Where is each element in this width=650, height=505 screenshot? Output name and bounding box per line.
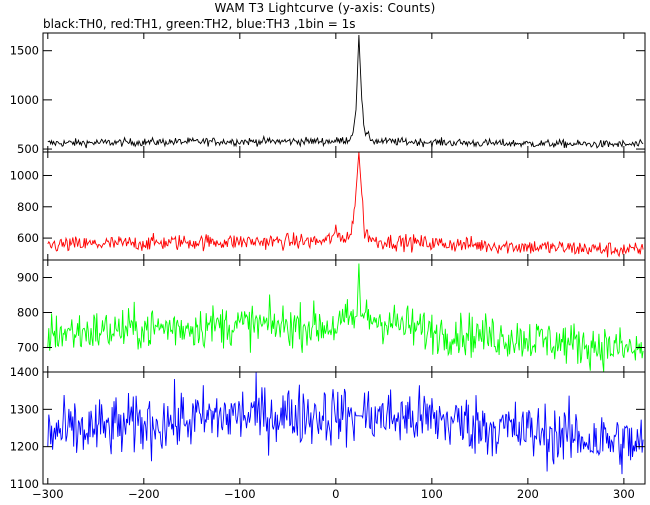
y-tick-label: 600 <box>17 231 39 245</box>
y-tick-label: 1100 <box>10 477 39 491</box>
y-tick-label: 700 <box>17 341 39 355</box>
panel-4-frame <box>42 371 646 485</box>
y-tick-label: 900 <box>17 271 39 285</box>
series-TH2-line <box>47 263 644 373</box>
y-tick-label: 1500 <box>10 44 39 58</box>
x-tick-label: −100 <box>224 487 256 501</box>
y-tick-label: 800 <box>17 200 39 214</box>
x-tick-label: −300 <box>32 487 64 501</box>
y-tick-label: 1000 <box>10 168 39 182</box>
y-tick-label: 800 <box>17 306 39 320</box>
series-TH0-line <box>47 34 644 149</box>
chart-title: WAM T3 Lightcurve (y-axis: Counts) <box>214 1 436 15</box>
y-tick-label: 500 <box>17 142 39 156</box>
y-tick-label: 1300 <box>10 402 39 416</box>
x-tick-label: −200 <box>128 487 160 501</box>
x-tick-label: 100 <box>421 487 443 501</box>
y-tick-label: 1400 <box>10 365 39 379</box>
y-tick-label: 1000 <box>10 93 39 107</box>
x-tick-label: 200 <box>517 487 539 501</box>
x-tick-label: 300 <box>613 487 635 501</box>
x-tick-label: 0 <box>332 487 339 501</box>
series-TH3-line <box>47 372 644 475</box>
chart-subtitle: black:TH0, red:TH1, green:TH2, blue:TH3 … <box>43 17 356 31</box>
series-TH1-line <box>47 151 644 258</box>
y-tick-label: 1200 <box>10 440 39 454</box>
panel-1-frame <box>42 32 646 153</box>
